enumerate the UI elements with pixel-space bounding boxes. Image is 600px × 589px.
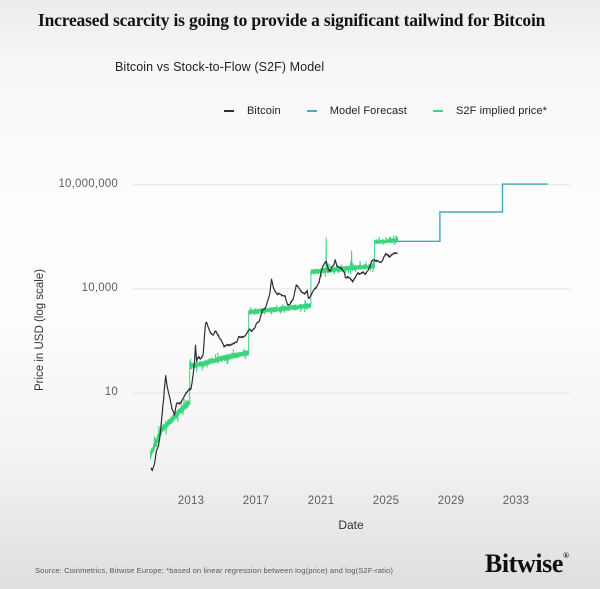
bitcoin-price-line bbox=[150, 252, 398, 472]
y-tick-10000000: 10,000,000 bbox=[58, 177, 118, 190]
chart-legend: Bitcoin Model Forecast S2F implied price… bbox=[224, 105, 547, 117]
x-axis-title: Date bbox=[338, 518, 364, 532]
x-tick-2013: 2013 bbox=[177, 495, 205, 507]
legend-item-s2f-implied-price: S2F implied price* bbox=[432, 105, 547, 117]
s2f-implied-price-line bbox=[149, 235, 399, 460]
s2f-implied-price-line-swatch-icon bbox=[432, 110, 443, 112]
x-tick-2033: 2033 bbox=[502, 495, 530, 507]
x-tick-2029: 2029 bbox=[437, 495, 465, 507]
x-tick-2021: 2021 bbox=[307, 495, 335, 507]
legend-label-model-forecast: Model Forecast bbox=[329, 105, 407, 117]
legend-item-model-forecast: Model Forecast bbox=[306, 105, 407, 117]
model-forecast-line bbox=[397, 183, 548, 243]
bitwise-logo: Bitwise® bbox=[485, 549, 569, 579]
y-axis-title: Price in USD (log scale) bbox=[34, 268, 46, 392]
bitwise-wordmark: Bitwise bbox=[484, 549, 564, 578]
legend-label-bitcoin: Bitcoin bbox=[247, 105, 281, 117]
chart-title: Bitcoin vs Stock-to-Flow (S2F) Model bbox=[115, 60, 325, 74]
page-title: Increased scarcity is going to provide a… bbox=[38, 10, 546, 30]
x-tick-2017: 2017 bbox=[242, 495, 270, 507]
bitcoin-line-swatch-icon bbox=[224, 110, 234, 112]
registered-trademark-icon: ® bbox=[563, 551, 569, 560]
y-tick-10000: 10,000 bbox=[81, 281, 118, 294]
legend-item-bitcoin: Bitcoin bbox=[224, 105, 281, 117]
y-tick-10: 10 bbox=[104, 386, 118, 398]
source-note: Source: Coinmetrics, Bitwise Europe; *ba… bbox=[35, 566, 393, 575]
x-tick-2025: 2025 bbox=[372, 495, 400, 507]
model-forecast-line-swatch-icon bbox=[306, 110, 317, 112]
legend-label-s2f-implied-price: S2F implied price* bbox=[455, 105, 547, 117]
